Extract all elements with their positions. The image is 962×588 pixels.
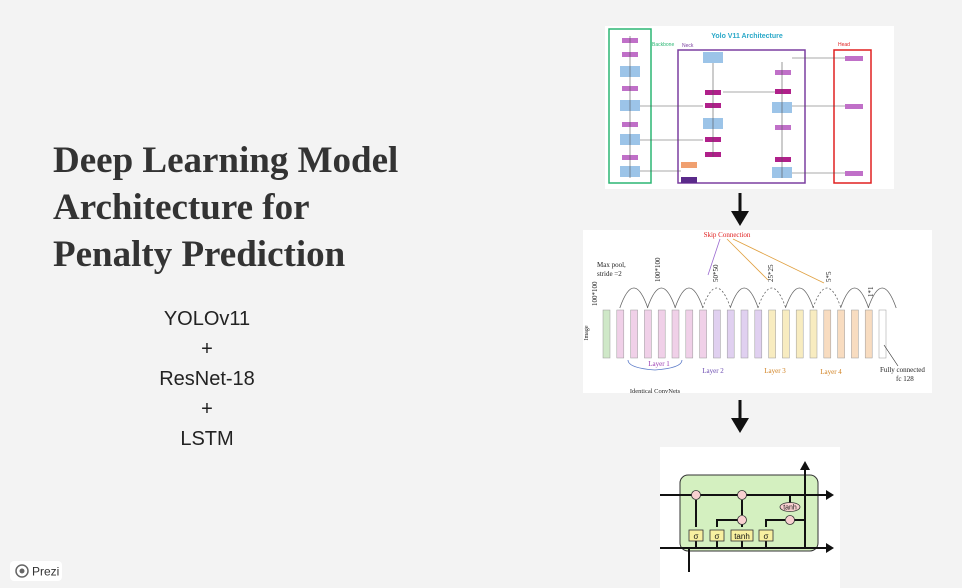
title-line: Penalty Prediction <box>53 234 346 275</box>
fc-label: Fully connected <box>880 366 925 374</box>
title-line: Deep Learning Model <box>53 140 398 181</box>
resnet-diagram: Skip Connection Max pool, stride =2 Imag… <box>583 230 932 395</box>
skip-label: Skip Connection <box>704 231 751 239</box>
image-label: Image <box>584 325 590 340</box>
layer-label: Layer 3 <box>764 367 786 375</box>
brand-label[interactable]: Prezi <box>32 565 59 579</box>
fc-size: fc 128 <box>896 375 914 383</box>
title-line: Architecture for <box>53 187 310 228</box>
yolo-diagram: Yolo V11 Architecture Backbone Neck Head <box>605 26 894 189</box>
size-label: 100*100 <box>654 257 662 282</box>
resnet-block <box>685 309 694 359</box>
resnet-block <box>702 287 731 309</box>
gate-label: σ <box>715 532 720 541</box>
resnet-block <box>809 309 818 359</box>
resnet-block <box>782 309 790 359</box>
lstm-diagram: tanh σ σ tanh σ <box>660 447 840 588</box>
size-label: 1*1 <box>867 286 875 297</box>
layer-label: Layer 2 <box>702 367 724 375</box>
maxpool-label: Max pool, <box>597 261 626 269</box>
yolo-head: Head <box>838 42 850 48</box>
resnet-block <box>754 309 763 359</box>
resnet-block <box>657 309 666 359</box>
lstm-tanh: tanh <box>783 505 797 512</box>
resnet-block <box>768 309 776 359</box>
prezi-badge[interactable]: Prezi <box>10 561 62 581</box>
resnet-block <box>630 309 638 359</box>
resnet-block <box>840 287 869 309</box>
resnet-block <box>823 309 832 359</box>
resnet-block <box>878 309 887 359</box>
layer-label: Layer 4 <box>820 368 842 376</box>
stack-item: + <box>201 398 213 420</box>
resnet-block <box>647 287 676 309</box>
resnet-block <box>602 309 611 359</box>
stack-item: LSTM <box>180 428 233 450</box>
resnet-block <box>864 309 873 359</box>
resnet-block <box>674 287 704 309</box>
resnet-block <box>713 309 721 359</box>
yolo-title: Yolo V11 Architecture <box>711 33 783 40</box>
resnet-block <box>851 309 859 359</box>
resnet-block <box>619 287 649 309</box>
stride-label: stride =2 <box>597 270 622 278</box>
gate-label: σ <box>694 532 699 541</box>
yolo-neck: Neck <box>682 43 694 49</box>
size-label: 100*100 <box>591 281 599 306</box>
resnet-block <box>757 287 787 309</box>
size-label: 5*5 <box>825 271 833 282</box>
resnet-block <box>729 287 759 309</box>
gate-label: tanh <box>734 532 750 541</box>
size-label: 25*25 <box>767 264 775 282</box>
arrow <box>731 193 749 433</box>
resnet-block <box>740 309 749 359</box>
resnet-block <box>867 287 897 309</box>
resnet-block <box>795 309 804 359</box>
stack-item: ResNet-18 <box>159 368 255 390</box>
layer-label: Layer 1 <box>648 360 670 368</box>
gate-label: σ <box>764 532 769 541</box>
yolo-backbone: Backbone <box>652 42 674 48</box>
resnet-block <box>785 287 814 309</box>
resnet-block <box>726 309 735 359</box>
resnet-block <box>616 309 625 359</box>
resnet-block <box>837 309 845 359</box>
resnet-block <box>644 309 652 359</box>
identical-label: Identical ConvNets <box>630 388 681 395</box>
stack-item: + <box>201 338 213 360</box>
size-label: 50*50 <box>712 264 720 282</box>
resnet-block <box>812 287 842 309</box>
resnet-block <box>699 309 707 359</box>
stack-item: YOLOv11 <box>164 308 250 330</box>
resnet-block <box>671 309 680 359</box>
